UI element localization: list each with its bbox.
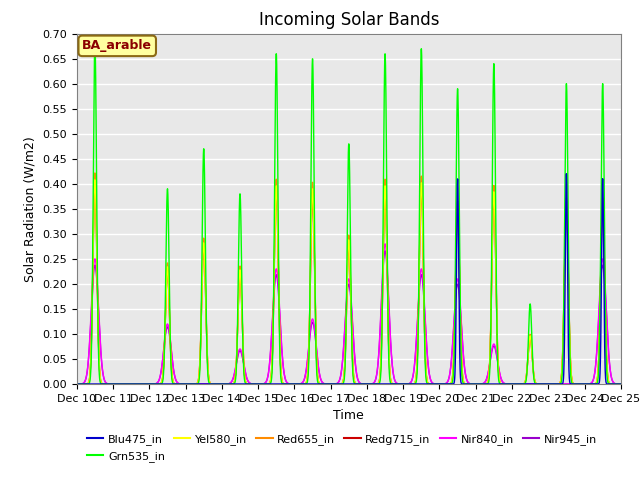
Nir840_in xyxy=(544,381,552,387)
Redg715_in xyxy=(502,381,509,387)
Nir945_in xyxy=(171,372,179,378)
Nir840_in xyxy=(381,241,389,247)
Red655_in xyxy=(171,381,179,387)
Blu475_in xyxy=(563,171,570,177)
Blu475_in xyxy=(328,381,336,387)
Yel580_in xyxy=(329,381,337,387)
Yel580_in xyxy=(91,177,99,183)
Y-axis label: Solar Radiation (W/m2): Solar Radiation (W/m2) xyxy=(24,136,36,282)
Line: Blu475_in: Blu475_in xyxy=(77,174,621,384)
Grn535_in xyxy=(616,381,624,387)
Blu475_in xyxy=(440,381,448,387)
Blu475_in xyxy=(617,381,625,387)
Blu475_in xyxy=(471,381,479,387)
Redg715_in xyxy=(471,381,479,387)
Grn535_in xyxy=(502,381,509,387)
Red655_in xyxy=(329,381,337,387)
Yel580_in xyxy=(127,381,135,387)
Redg715_in xyxy=(329,381,337,387)
Redg715_in xyxy=(616,381,624,387)
Grn535_in xyxy=(329,381,337,387)
Line: Nir945_in: Nir945_in xyxy=(77,251,621,384)
Line: Nir840_in: Nir840_in xyxy=(77,244,621,384)
Grn535_in xyxy=(617,381,625,387)
Blu475_in xyxy=(502,381,509,387)
Title: Incoming Solar Bands: Incoming Solar Bands xyxy=(259,11,439,29)
Red655_in xyxy=(616,381,624,387)
Nir945_in xyxy=(328,381,336,387)
Blu475_in xyxy=(171,381,179,387)
Red655_in xyxy=(471,381,479,387)
Yel580_in xyxy=(471,381,479,387)
Yel580_in xyxy=(616,381,624,387)
Nir840_in xyxy=(328,381,336,387)
Nir840_in xyxy=(617,381,625,387)
Nir840_in xyxy=(471,381,479,387)
X-axis label: Time: Time xyxy=(333,409,364,422)
Line: Grn535_in: Grn535_in xyxy=(77,44,621,384)
Red655_in xyxy=(441,381,449,387)
Nir945_in xyxy=(441,381,449,387)
Blu475_in xyxy=(616,381,624,387)
Yel580_in xyxy=(617,381,625,387)
Redg715_in xyxy=(617,381,625,387)
Nir945_in xyxy=(502,381,509,387)
Nir945_in xyxy=(471,381,479,387)
Grn535_in xyxy=(441,381,449,387)
Nir945_in xyxy=(616,381,624,387)
Yel580_in xyxy=(441,381,449,387)
Red655_in xyxy=(502,381,509,387)
Redg715_in xyxy=(441,381,449,387)
Redg715_in xyxy=(73,381,81,387)
Red655_in xyxy=(73,381,81,387)
Grn535_in xyxy=(127,381,135,387)
Nir840_in xyxy=(441,381,449,387)
Nir840_in xyxy=(616,381,624,387)
Red655_in xyxy=(617,381,625,387)
Grn535_in xyxy=(73,381,81,387)
Line: Red655_in: Red655_in xyxy=(77,173,621,384)
Nir945_in xyxy=(73,381,81,387)
Grn535_in xyxy=(171,381,179,387)
Nir945_in xyxy=(544,381,552,387)
Grn535_in xyxy=(471,381,479,387)
Text: BA_arable: BA_arable xyxy=(82,39,152,52)
Nir840_in xyxy=(171,372,179,378)
Blu475_in xyxy=(73,381,81,387)
Nir945_in xyxy=(381,248,389,254)
Nir840_in xyxy=(73,381,81,387)
Nir840_in xyxy=(502,381,509,387)
Red655_in xyxy=(127,381,135,387)
Grn535_in xyxy=(91,41,99,47)
Line: Redg715_in: Redg715_in xyxy=(77,183,621,384)
Red655_in xyxy=(91,170,99,176)
Redg715_in xyxy=(91,180,99,186)
Redg715_in xyxy=(127,381,135,387)
Line: Yel580_in: Yel580_in xyxy=(77,180,621,384)
Redg715_in xyxy=(171,381,179,387)
Yel580_in xyxy=(171,381,179,387)
Yel580_in xyxy=(73,381,81,387)
Yel580_in xyxy=(502,381,509,387)
Legend: Blu475_in, Grn535_in, Yel580_in, Red655_in, Redg715_in, Nir840_in, Nir945_in: Blu475_in, Grn535_in, Yel580_in, Red655_… xyxy=(83,430,602,466)
Nir945_in xyxy=(617,381,625,387)
